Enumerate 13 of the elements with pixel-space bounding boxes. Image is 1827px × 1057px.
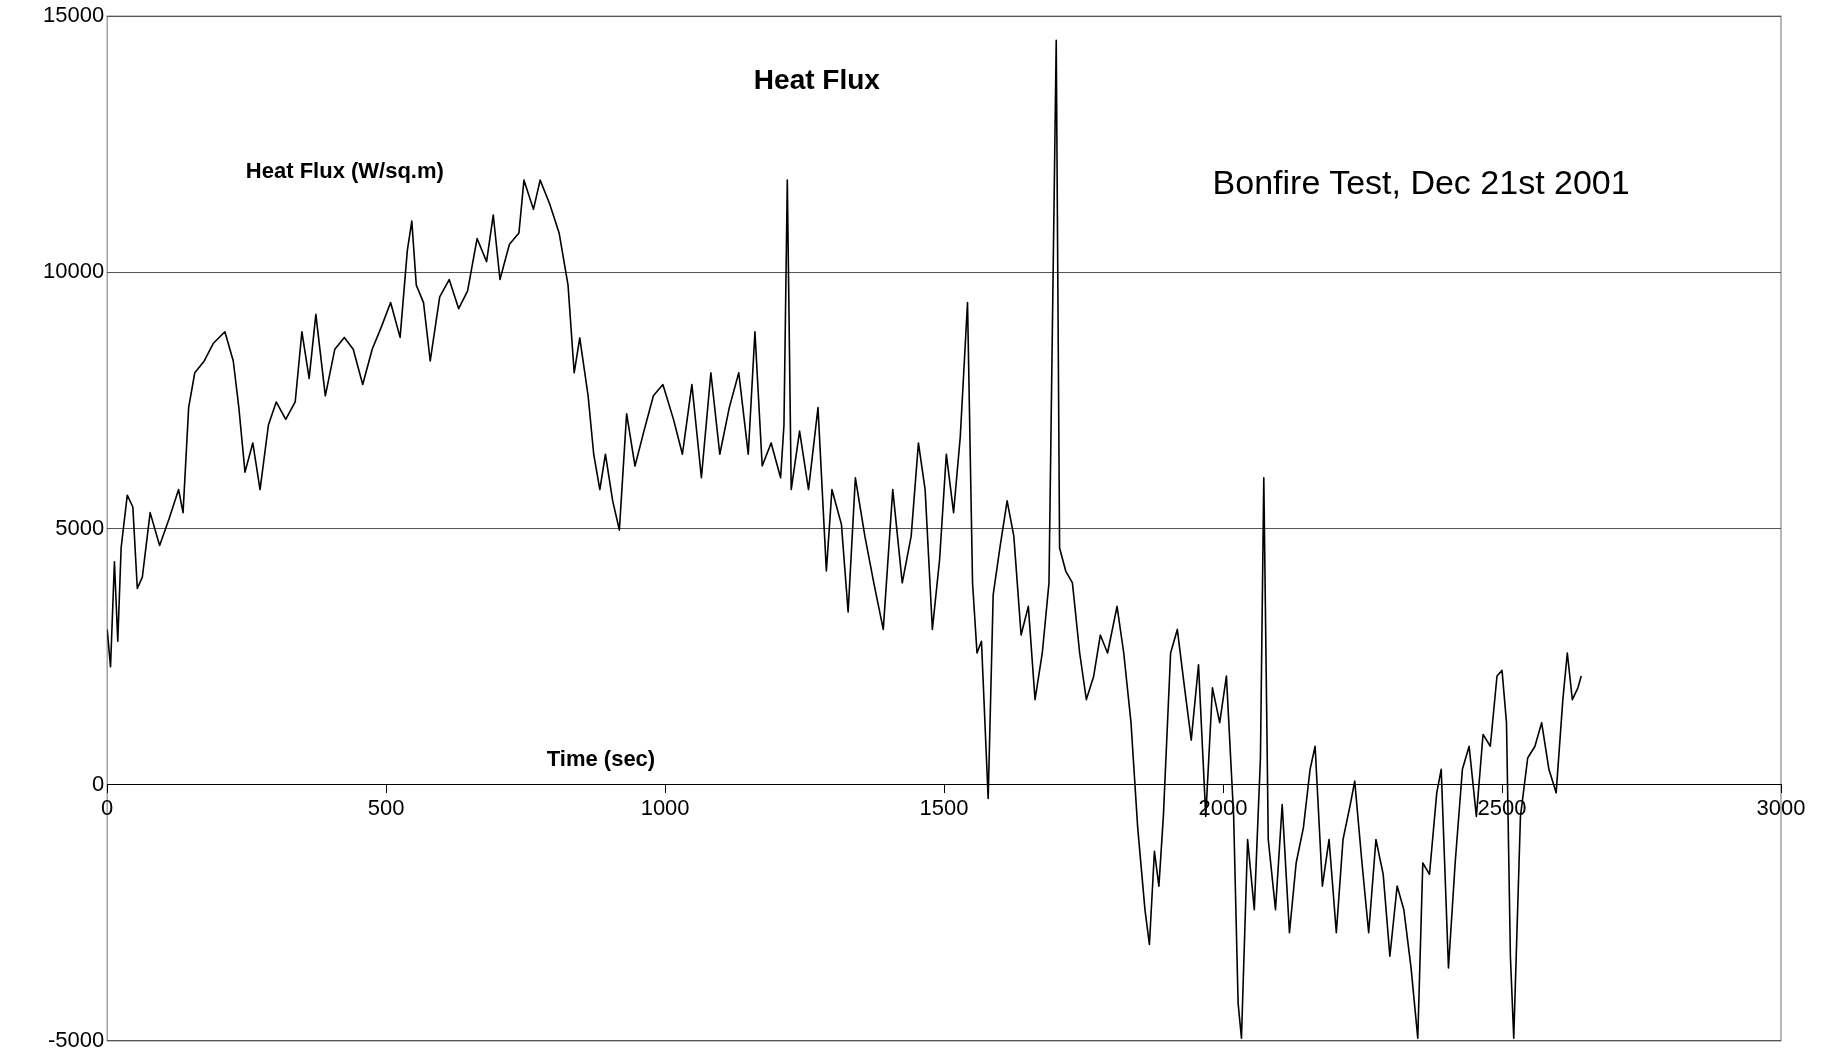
y-tick-label: -5000 (47, 1026, 105, 1052)
x-tick-label: 3000 (1756, 794, 1806, 820)
x-tick-label: 1000 (640, 794, 690, 820)
text: Heat Flux (753, 64, 881, 96)
x-tick-label: 1500 (919, 794, 969, 820)
y-tick-label: 15000 (42, 2, 105, 28)
annotation: Bonfire Test, Dec 21st 2001 (1212, 162, 1630, 201)
y-axis-title: Heat Flux (W/sq.m) (245, 158, 444, 183)
y-tick-label: 0 (91, 770, 105, 796)
x-axis-title: Time (sec) (546, 745, 656, 771)
y-tick-label: 5000 (55, 514, 105, 540)
x-tick-label: 500 (367, 794, 405, 820)
y-tick-label: 10000 (42, 258, 105, 284)
